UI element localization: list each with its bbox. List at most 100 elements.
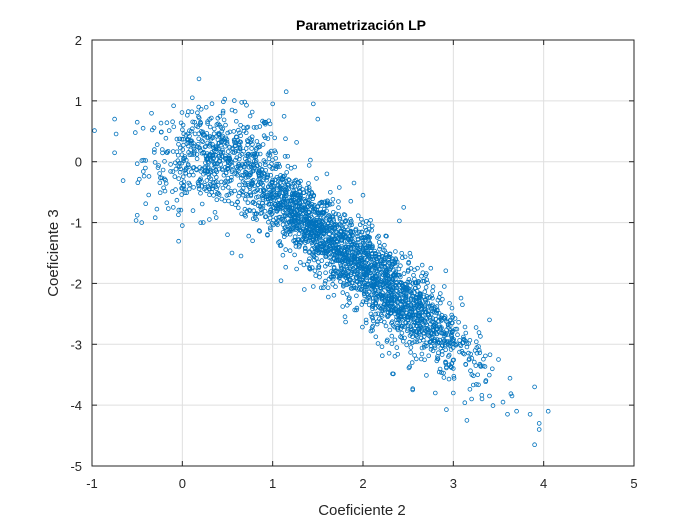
data-point: [299, 237, 304, 243]
data-point: [291, 188, 296, 194]
data-point: [450, 390, 456, 396]
data-point: [348, 217, 353, 222]
data-point: [342, 273, 348, 279]
data-point: [454, 326, 460, 332]
data-point: [159, 129, 164, 135]
data-point: [424, 340, 430, 346]
data-point: [469, 355, 475, 361]
data-point: [423, 285, 429, 290]
data-point: [222, 96, 228, 102]
data-point: [362, 225, 368, 230]
data-point: [228, 158, 234, 164]
data-point: [320, 225, 326, 231]
data-point: [420, 278, 426, 284]
y-tick-label: -1: [70, 216, 82, 231]
data-point: [410, 312, 415, 318]
data-point: [252, 201, 258, 206]
data-point: [474, 382, 479, 387]
data-point: [363, 317, 369, 323]
data-point: [196, 104, 202, 110]
data-point: [262, 159, 268, 165]
data-point: [331, 245, 337, 251]
data-point: [431, 307, 436, 312]
data-point: [351, 180, 357, 186]
data-point: [141, 157, 147, 163]
data-point: [477, 350, 483, 356]
data-point: [279, 193, 285, 199]
data-point: [269, 166, 275, 171]
data-point: [139, 158, 145, 163]
data-point: [233, 149, 239, 154]
data-point: [338, 238, 344, 243]
data-point: [457, 349, 462, 355]
data-point: [112, 116, 117, 122]
data-point: [231, 129, 237, 134]
data-point: [143, 165, 148, 171]
data-point: [357, 222, 363, 228]
data-point: [225, 232, 230, 238]
data-point: [373, 300, 379, 306]
data-point: [366, 221, 372, 226]
data-point: [406, 365, 412, 371]
data-point: [266, 156, 272, 162]
data-point: [184, 190, 190, 196]
data-point: [229, 177, 234, 183]
data-point: [390, 285, 395, 291]
data-point: [324, 228, 330, 234]
data-point: [375, 235, 380, 240]
data-point: [186, 140, 191, 145]
data-point: [304, 185, 310, 191]
data-point: [264, 177, 269, 183]
data-point: [170, 149, 176, 154]
data-point: [174, 197, 180, 203]
data-point: [177, 161, 182, 166]
data-point: [176, 176, 182, 181]
data-point: [403, 320, 409, 326]
data-point: [323, 278, 328, 284]
x-tick-label: 5: [630, 476, 637, 491]
data-point: [372, 263, 378, 269]
data-point: [247, 113, 253, 119]
data-point: [189, 109, 195, 115]
data-point: [331, 292, 337, 298]
data-point: [164, 200, 170, 206]
data-point: [338, 253, 343, 259]
data-point: [276, 240, 281, 245]
data-point: [451, 376, 457, 381]
y-tick-labels: 2 1 0 -1 -2 -3 -4 -5: [70, 33, 82, 474]
data-point: [368, 311, 374, 317]
data-point: [244, 209, 250, 214]
data-point: [422, 297, 428, 303]
data-point: [329, 201, 335, 207]
y-tick-label: -5: [70, 459, 82, 474]
data-point: [443, 359, 448, 365]
data-point: [386, 309, 391, 315]
data-point: [342, 314, 348, 320]
data-point: [440, 343, 445, 349]
data-point: [397, 279, 403, 285]
data-point: [277, 164, 282, 169]
data-point: [199, 138, 205, 144]
data-point: [373, 253, 379, 259]
data-point: [427, 339, 433, 345]
data-point: [234, 134, 239, 140]
data-point: [395, 351, 401, 357]
data-point: [309, 265, 315, 270]
data-point: [416, 296, 422, 301]
data-point: [373, 334, 379, 340]
data-point: [382, 242, 387, 248]
data-point: [481, 356, 486, 362]
data-point: [225, 163, 231, 169]
data-point: [166, 206, 171, 211]
data-point: [261, 170, 267, 176]
data-point: [468, 351, 474, 357]
data-point: [290, 181, 296, 187]
data-point: [377, 316, 382, 322]
data-point: [293, 207, 298, 212]
data-point: [321, 243, 326, 248]
data-point: [406, 314, 411, 320]
data-point: [196, 76, 202, 82]
data-point: [255, 203, 261, 208]
data-point: [213, 149, 219, 155]
data-point: [194, 152, 200, 157]
